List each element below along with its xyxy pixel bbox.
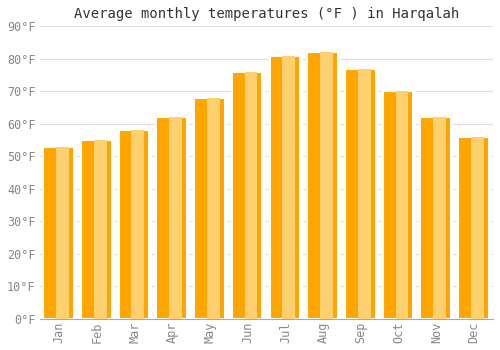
Bar [73,147,74,319]
Bar [56,147,69,319]
Bar [434,117,446,319]
Bar [207,98,220,319]
Bar [43,147,75,319]
Bar [307,52,340,319]
Bar [358,69,370,319]
Bar [299,56,301,319]
Bar [194,98,226,319]
Bar [471,137,484,319]
Bar [169,117,182,319]
Title: Average monthly temperatures (°F ) in Harqalah: Average monthly temperatures (°F ) in Ha… [74,7,460,21]
Bar [232,72,264,319]
Bar [396,91,408,319]
Bar [374,69,376,319]
Bar [412,91,414,319]
Bar [110,140,112,319]
Bar [156,117,188,319]
Bar [282,56,295,319]
Bar [186,117,188,319]
Bar [345,69,377,319]
Bar [488,137,490,319]
Bar [244,72,258,319]
Bar [81,140,113,319]
Bar [94,140,106,319]
Bar [382,91,415,319]
Bar [118,130,150,319]
Bar [262,72,263,319]
Bar [224,98,226,319]
Bar [450,117,452,319]
Bar [148,130,150,319]
Bar [270,56,302,319]
Bar [420,117,452,319]
Bar [337,52,338,319]
Bar [320,52,333,319]
Bar [458,137,490,319]
Bar [132,130,144,319]
